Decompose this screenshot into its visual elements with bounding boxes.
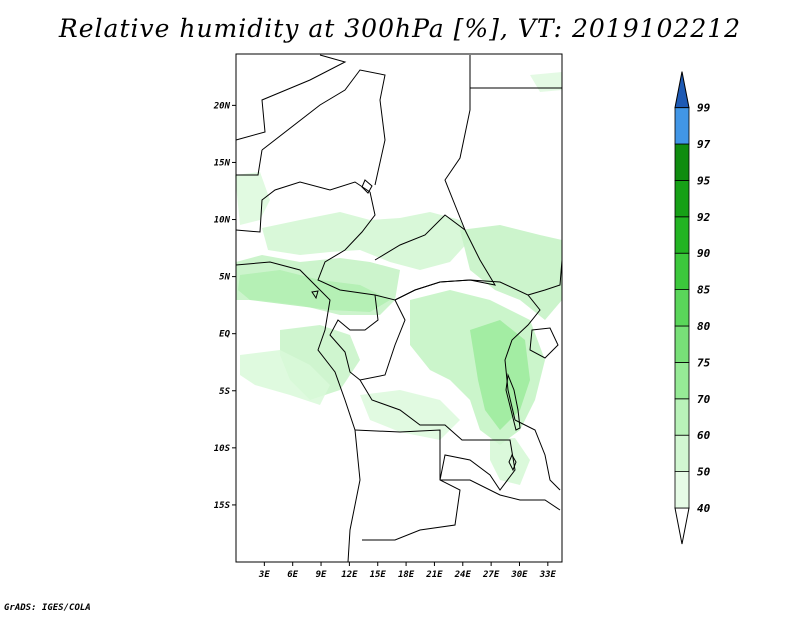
border-drc-south <box>359 379 516 491</box>
colorbar-segment <box>674 434 690 473</box>
island-bioko <box>311 290 319 300</box>
colorbar-label: 70 <box>697 393 711 406</box>
lat-tick-label: 20N <box>213 101 231 111</box>
lake-victoria <box>529 327 559 359</box>
colorbar-label: 80 <box>697 320 711 333</box>
lat-tick-label: 5S <box>219 387 230 397</box>
colorbar-label: 95 <box>697 174 711 187</box>
border-sahel-south <box>236 149 263 176</box>
lat-tick-label: EQ <box>219 330 230 340</box>
colorbar-label: 97 <box>697 138 711 151</box>
lon-tick-label: 27E <box>482 570 500 580</box>
colorbar-segment <box>674 143 690 181</box>
lon-tick-label: 9E <box>316 570 327 580</box>
grads-credit: GrADS: IGES/COLA <box>4 603 91 613</box>
border-east-africa <box>527 259 563 296</box>
lon-tick-label: 24E <box>454 570 472 580</box>
colorbar-label: 92 <box>697 211 711 224</box>
humidity-region-chad <box>262 212 470 270</box>
lake-tanganyika <box>505 373 521 431</box>
latitude-axis: 20N 15N 10N 5N EQ 5S 10S 15S <box>213 101 236 511</box>
colorbar-label: 60 <box>697 429 711 442</box>
lon-tick-label: 30E <box>510 570 528 580</box>
humidity-region-east <box>460 225 562 320</box>
colorbar-over-arrow <box>674 71 690 109</box>
border-nigeria <box>235 181 371 233</box>
border-algeria <box>235 54 347 141</box>
lon-tick-label: 33E <box>539 570 557 580</box>
colorbar-segment <box>674 471 690 509</box>
colorbar-segment <box>674 325 690 363</box>
lon-tick-label: 12E <box>341 570 358 580</box>
humidity-region-south-coast <box>240 350 330 405</box>
lat-tick-label: 10N <box>214 216 231 226</box>
colorbar-label: 40 <box>697 502 711 515</box>
colorbar-segment <box>674 252 690 290</box>
colorbar-under-arrow <box>674 507 690 545</box>
humidity-region-lakes <box>470 320 530 430</box>
border-sudan-north <box>444 55 471 231</box>
lat-tick-label: 5N <box>219 273 230 283</box>
colorbar-segment <box>674 107 690 145</box>
lake-malawi <box>508 453 517 472</box>
humidity-region-kasai <box>360 390 460 440</box>
longitude-axis: 3E 6E 9E 12E 15E 18E 21E 24E 27E 30E 33E <box>258 562 557 580</box>
border-angola <box>354 429 461 541</box>
border-chad-cameroon <box>317 191 376 296</box>
lake-chad <box>361 179 373 194</box>
chart-title: Relative humidity at 300hPa [%], VT: 201… <box>58 14 742 43</box>
lon-tick-label: 6E <box>287 570 298 580</box>
lat-tick-label: 10S <box>214 444 231 454</box>
border-tanzania <box>514 419 561 491</box>
border-drc-north <box>394 279 541 421</box>
colorbar: 40 50 60 70 75 80 85 90 92 95 97 99 <box>674 71 711 545</box>
border-zambia <box>440 479 561 511</box>
colorbar-segment <box>674 398 690 436</box>
colorbar-segment <box>674 216 690 254</box>
colorbar-label: 50 <box>697 466 711 479</box>
lat-tick-label: 15S <box>214 501 231 511</box>
plot-frame <box>235 53 563 563</box>
border-libya-niger <box>261 69 386 186</box>
country-borders <box>235 54 563 563</box>
colorbar-label: 85 <box>697 284 711 297</box>
colorbar-label: 99 <box>697 102 711 115</box>
humidity-field <box>235 72 562 485</box>
border-congo <box>329 294 406 381</box>
humidity-region-horn <box>530 72 562 92</box>
colorbar-segment <box>674 179 690 218</box>
colorbar-segment <box>674 361 690 400</box>
colorbar-segment <box>674 289 690 327</box>
lat-tick-label: 15N <box>214 158 231 168</box>
colorbar-label: 90 <box>697 247 711 260</box>
colorbar-label: 75 <box>697 356 711 369</box>
lon-tick-label: 15E <box>370 570 387 580</box>
humidity-region-central <box>238 270 390 312</box>
humidity-region-mozambique <box>490 438 530 485</box>
coastline-west <box>235 261 361 563</box>
lon-tick-label: 3E <box>258 570 270 580</box>
lon-tick-label: 18E <box>398 570 415 580</box>
lon-tick-label: 21E <box>425 570 443 580</box>
